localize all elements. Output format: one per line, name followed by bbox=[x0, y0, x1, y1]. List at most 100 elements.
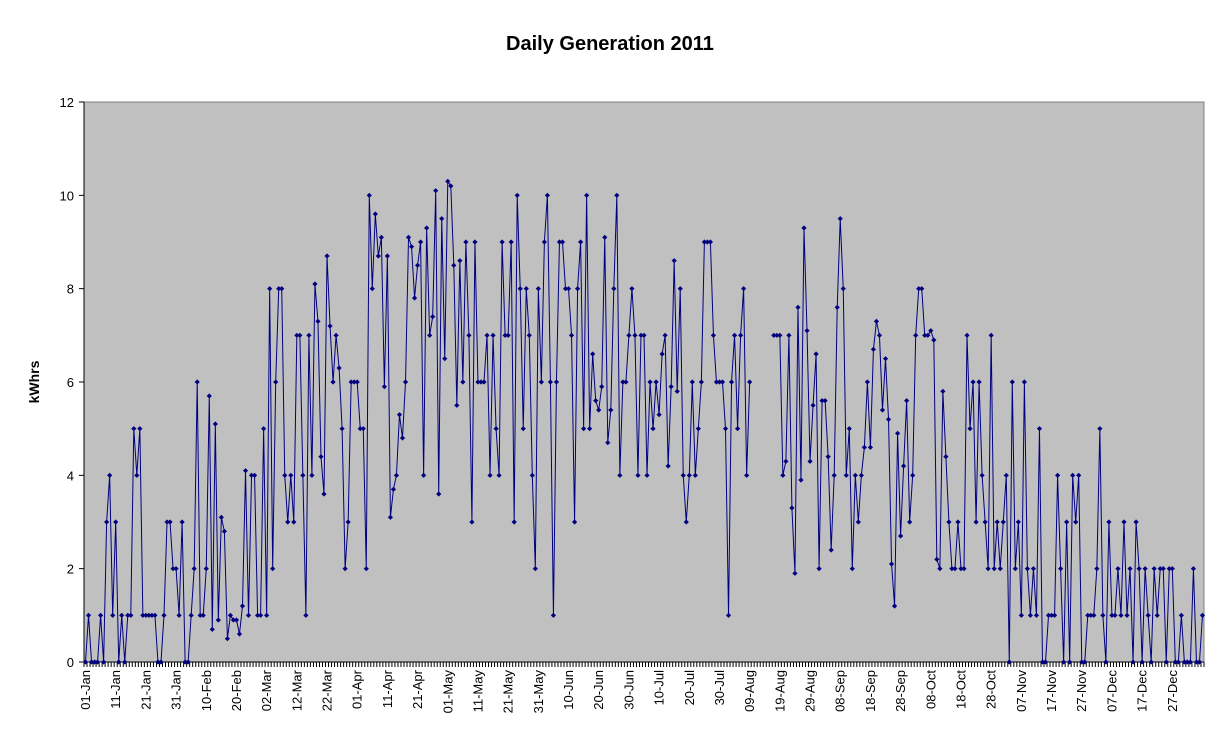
data-point bbox=[665, 463, 671, 469]
data-point bbox=[994, 519, 1000, 525]
data-point bbox=[1015, 519, 1021, 525]
x-tick-label: 28-Sep bbox=[893, 670, 908, 712]
data-point bbox=[267, 286, 273, 292]
data-point bbox=[1136, 566, 1142, 572]
x-tick-label: 30-Jun bbox=[621, 670, 636, 710]
data-point bbox=[556, 239, 563, 245]
data-point bbox=[1024, 566, 1030, 572]
data-point bbox=[1157, 566, 1163, 572]
data-point bbox=[1190, 566, 1197, 572]
data-point bbox=[1064, 519, 1070, 525]
data-point bbox=[849, 566, 855, 572]
data-point bbox=[786, 332, 792, 338]
data-point bbox=[128, 612, 134, 618]
x-tick-label: 18-Oct bbox=[953, 670, 968, 709]
data-point bbox=[248, 472, 255, 478]
data-point bbox=[599, 384, 605, 390]
data-point bbox=[215, 617, 221, 623]
data-point bbox=[113, 519, 119, 525]
data-point bbox=[677, 286, 683, 292]
data-point bbox=[212, 421, 218, 427]
x-tick-label: 01-Apr bbox=[350, 669, 365, 709]
data-point bbox=[327, 323, 333, 329]
data-point bbox=[496, 472, 502, 478]
data-point bbox=[315, 318, 321, 324]
data-point bbox=[1054, 472, 1061, 478]
data-point bbox=[1169, 566, 1175, 572]
data-point bbox=[239, 603, 246, 609]
data-point bbox=[593, 398, 599, 404]
data-point bbox=[254, 612, 261, 618]
data-point bbox=[831, 472, 837, 478]
data-point bbox=[1042, 659, 1049, 665]
data-point bbox=[414, 262, 421, 268]
data-point bbox=[587, 426, 593, 432]
data-point bbox=[191, 566, 197, 572]
data-point bbox=[843, 472, 849, 478]
x-tick-label: 12-Mar bbox=[289, 669, 304, 711]
x-tick-label: 02-Mar bbox=[259, 669, 274, 711]
data-point bbox=[402, 379, 409, 385]
data-point bbox=[771, 332, 777, 338]
data-point bbox=[101, 659, 107, 665]
data-point bbox=[1027, 612, 1034, 618]
x-tick-label: 27-Nov bbox=[1074, 670, 1089, 712]
data-point bbox=[825, 454, 831, 460]
data-point bbox=[828, 547, 834, 553]
data-point bbox=[493, 426, 499, 432]
data-point bbox=[1039, 659, 1046, 665]
data-point bbox=[230, 617, 237, 623]
data-point bbox=[858, 472, 864, 478]
data-point bbox=[674, 388, 680, 394]
data-point bbox=[605, 440, 611, 446]
data-point bbox=[1061, 659, 1067, 665]
x-tick-label: 29-Aug bbox=[803, 670, 818, 712]
data-point bbox=[725, 612, 732, 618]
data-point bbox=[946, 519, 952, 525]
data-point bbox=[484, 332, 490, 338]
data-point bbox=[233, 617, 240, 623]
data-point bbox=[155, 659, 161, 665]
data-point bbox=[1196, 659, 1203, 665]
data-point bbox=[584, 192, 590, 198]
x-tick-label: 11-May bbox=[470, 670, 485, 713]
data-point bbox=[1181, 659, 1187, 665]
y-tick-label: 0 bbox=[67, 655, 74, 670]
data-point bbox=[698, 379, 704, 385]
data-point bbox=[538, 379, 544, 385]
x-tick-label: 08-Sep bbox=[833, 670, 848, 712]
data-point bbox=[695, 426, 701, 432]
data-point bbox=[1154, 612, 1160, 618]
data-point bbox=[357, 426, 363, 432]
data-point bbox=[1127, 566, 1133, 572]
x-axis: 01-Jan 11-Jan 21-Jan 31-Jan 10-Feb 20-Feb 02-M… bbox=[78, 661, 1205, 714]
data-point bbox=[200, 612, 206, 618]
data-point bbox=[179, 519, 185, 525]
data-point bbox=[1009, 379, 1015, 385]
data-point bbox=[716, 379, 723, 385]
x-tick-label: 21-May bbox=[501, 670, 516, 714]
data-point bbox=[454, 402, 460, 408]
data-point bbox=[1187, 659, 1194, 665]
data-point bbox=[170, 566, 176, 572]
data-point bbox=[1160, 566, 1166, 572]
data-point bbox=[961, 566, 967, 572]
data-point bbox=[970, 379, 976, 385]
x-tick-label: 28-Oct bbox=[984, 670, 999, 709]
data-point bbox=[559, 239, 566, 245]
data-point bbox=[813, 351, 819, 357]
data-point bbox=[91, 659, 98, 665]
x-tick-label: 09-Aug bbox=[742, 670, 757, 712]
data-point bbox=[907, 519, 913, 525]
data-point bbox=[390, 486, 397, 492]
data-point bbox=[324, 253, 330, 259]
data-point bbox=[330, 379, 336, 385]
data-point bbox=[1091, 612, 1097, 618]
data-point bbox=[276, 286, 282, 292]
data-point bbox=[553, 379, 560, 385]
data-point bbox=[882, 356, 889, 362]
x-tick-label: 31-Jan bbox=[169, 670, 184, 710]
data-point bbox=[387, 514, 394, 520]
data-point bbox=[107, 472, 113, 478]
data-point bbox=[550, 612, 557, 618]
